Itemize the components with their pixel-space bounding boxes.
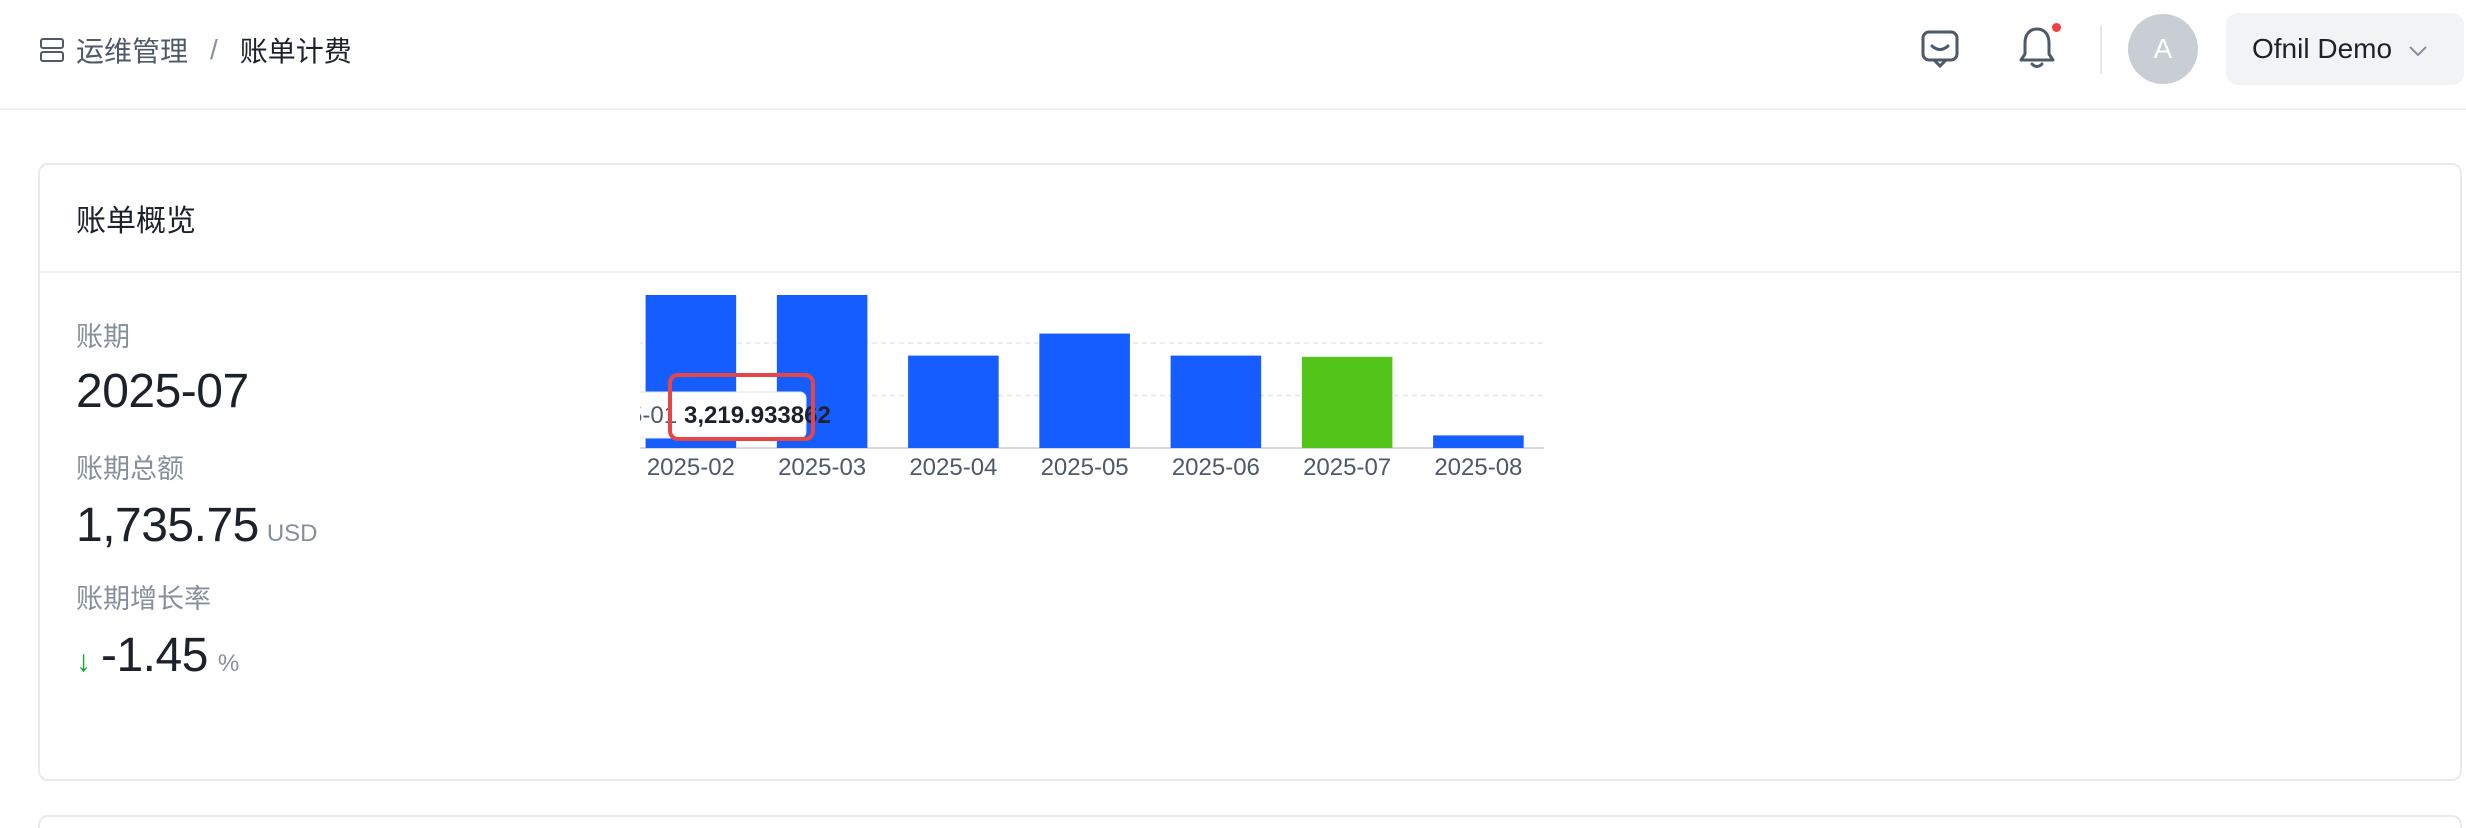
period-value: 2025-07 (76, 365, 249, 418)
bar (908, 355, 999, 448)
bar (1170, 355, 1262, 448)
x-tick-label: 2025-06 (1172, 454, 1260, 481)
breadcrumb: 运维管理 / 账单计费 (38, 30, 352, 70)
breadcrumb-item-ops[interactable]: 运维管理 (76, 36, 189, 67)
total-value: 1,735.75 (76, 499, 259, 552)
growth-label: 账期增长率 (76, 584, 211, 614)
billing-stats: 账期 2025-07 账期总额 1,735.75 USD 账期增长率 ↓ -1.4… (76, 315, 318, 683)
user-menu[interactable]: Ofnil Demo (2226, 13, 2464, 85)
notification-button[interactable] (2009, 22, 2065, 78)
bar (1301, 356, 1393, 448)
total-label: 账期总额 (76, 454, 184, 484)
next-card-edge (38, 815, 2462, 828)
user-name: Ofnil Demo (2252, 33, 2393, 64)
growth-unit: % (217, 650, 240, 677)
notification-dot (2050, 21, 2063, 34)
server-icon (38, 36, 66, 64)
billing-bar-chart: USD01,0002,0003,0004,0002025-012025-0220… (640, 295, 1544, 481)
total-row: 1,735.75 USD (76, 498, 318, 553)
chevron-down-icon (2408, 33, 2428, 65)
total-unit: USD (266, 520, 318, 547)
x-tick-label: 2025-03 (778, 454, 866, 481)
avatar[interactable]: A (2128, 14, 2198, 84)
tooltip-value-highlight (668, 373, 815, 441)
arrow-down-icon: ↓ (76, 645, 91, 678)
billing-overview-card: 账单概览 账期 2025-07 账期总额 1,735.75 USD 账期增长率 ↓… (38, 163, 2462, 781)
x-tick-label: 2025-08 (1434, 454, 1522, 481)
message-button[interactable] (1912, 22, 1968, 78)
message-icon (1918, 26, 1962, 75)
x-tick-label: 2025-02 (647, 454, 735, 481)
period-label: 账期 (76, 322, 130, 352)
growth-row: ↓ -1.45 % (76, 628, 318, 683)
tooltip-value: 3,219.933862 (684, 402, 831, 429)
bar (1039, 333, 1130, 448)
growth-value: -1.45 (101, 629, 208, 682)
chart-tooltip: 2025-013,219.933862 (640, 373, 831, 441)
breadcrumb-item-billing: 账单计费 (239, 36, 352, 67)
top-header: 运维管理 / 账单计费 A Ofnil Demo (0, 0, 2466, 110)
bar (1433, 435, 1524, 448)
x-tick-label: 2025-04 (909, 454, 997, 481)
bell-icon (2015, 24, 2059, 77)
x-tick-label: 2025-07 (1303, 454, 1391, 481)
card-header: 账单概览 (40, 165, 2460, 273)
header-divider (2100, 26, 2102, 74)
x-tick-label: 2025-05 (1041, 454, 1129, 481)
card-title: 账单概览 (76, 205, 196, 238)
breadcrumb-separator: / (210, 34, 218, 65)
